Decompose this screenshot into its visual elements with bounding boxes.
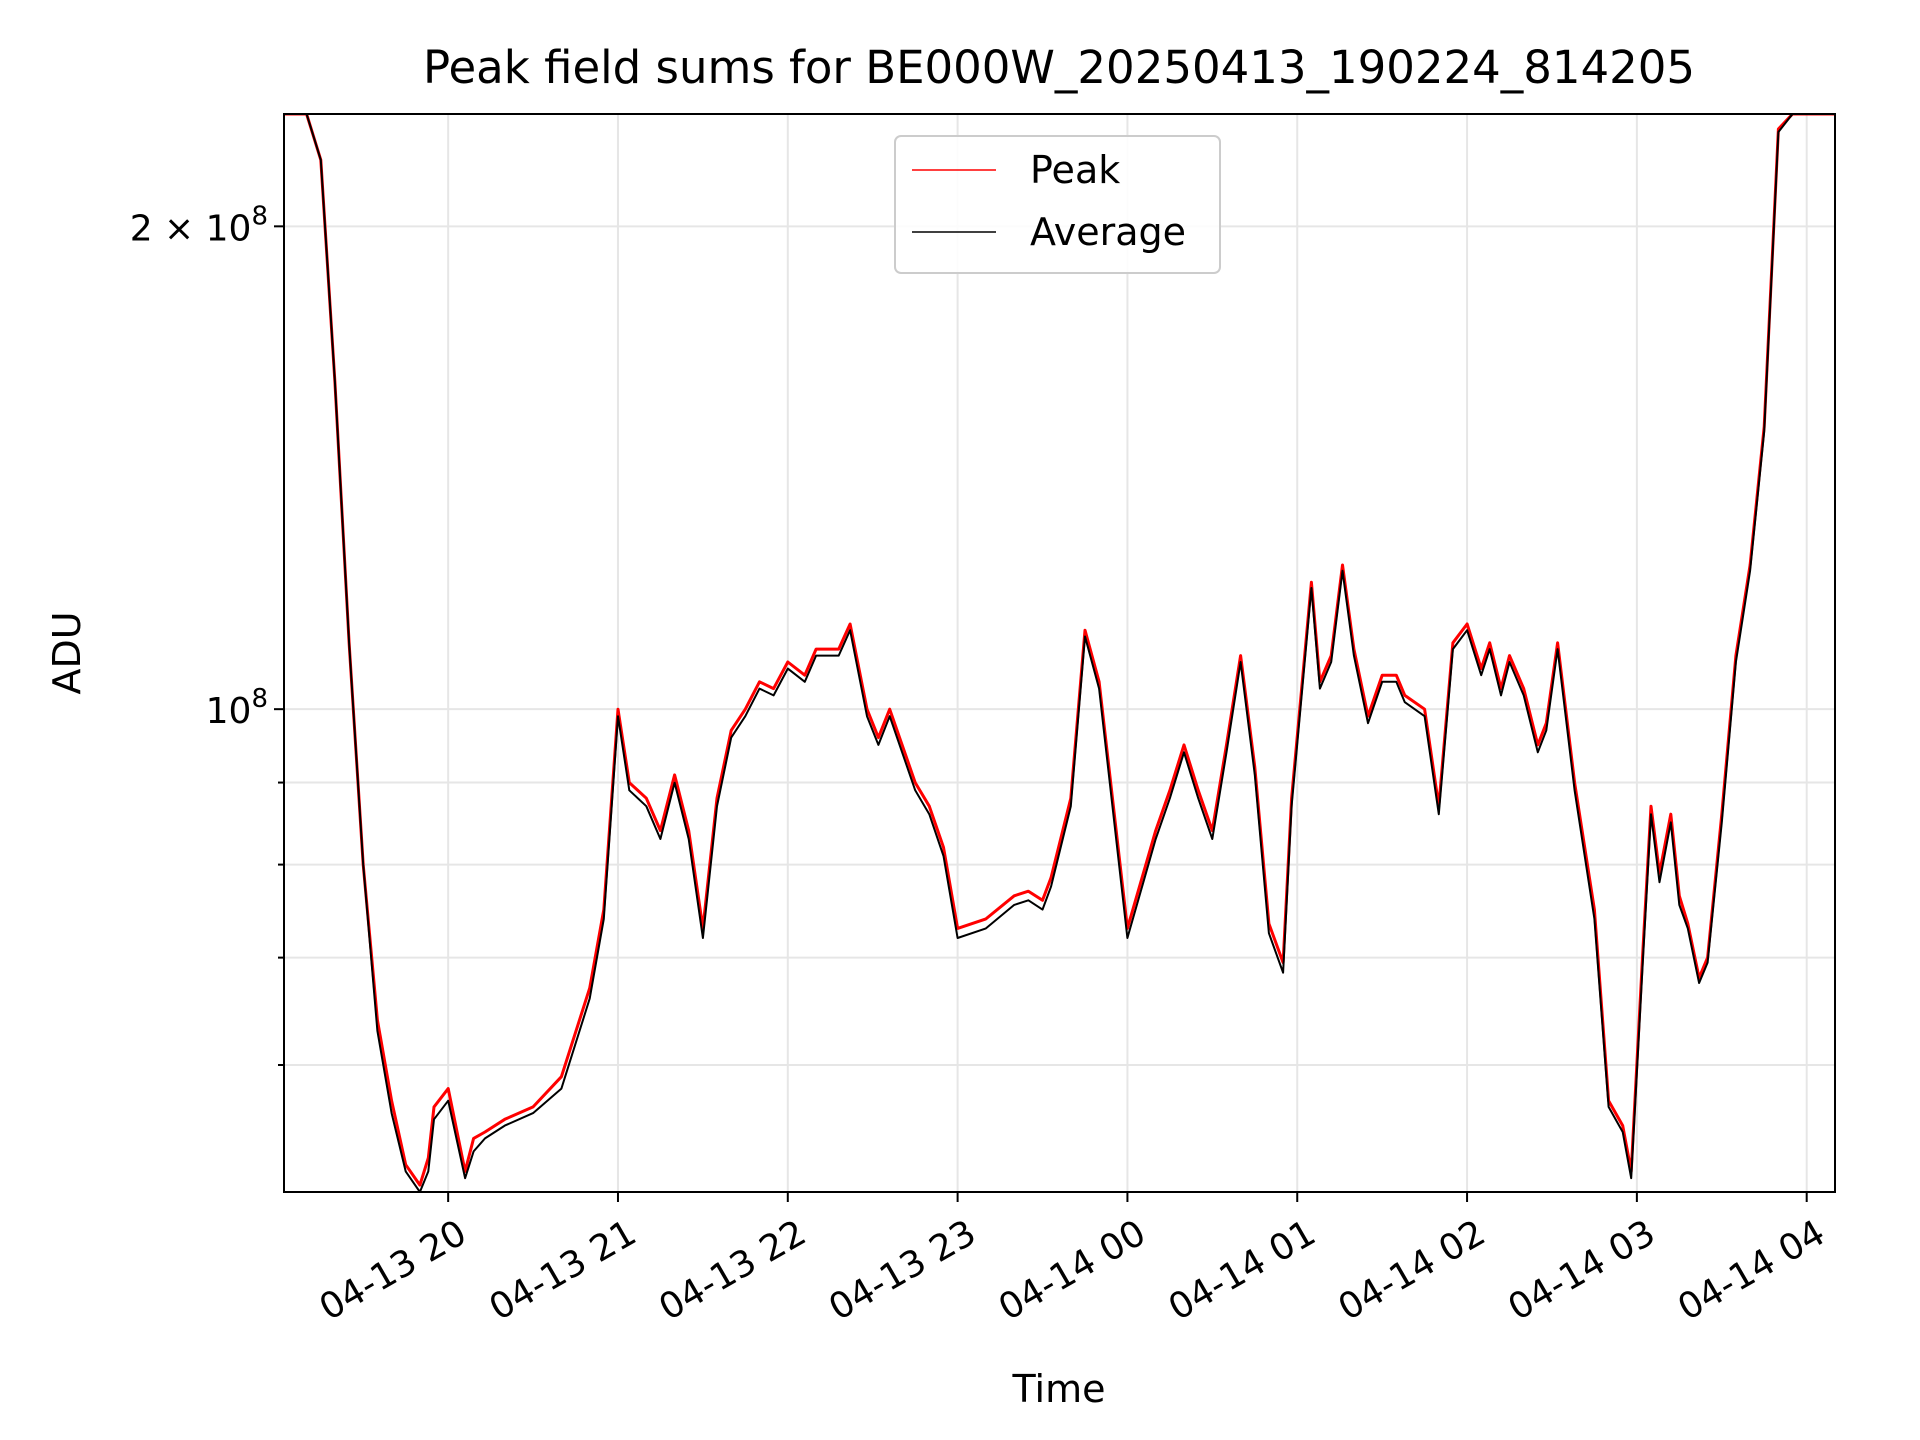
x-tick-label: 04-14 04 <box>1671 1212 1832 1328</box>
y-tick-label-base: 2 × 10 <box>130 208 252 249</box>
x-axis-label: Time <box>1012 1367 1106 1411</box>
plot-frame <box>283 113 1836 1193</box>
x-tick-label: 04-14 03 <box>1502 1212 1663 1328</box>
series-line-average <box>284 114 1835 1192</box>
x-tick-label: 04-13 22 <box>652 1212 813 1328</box>
x-tick-label: 04-14 02 <box>1332 1212 1493 1328</box>
x-axis-ticks: 04-13 20 04-13 21 04-13 22 04-13 23 04-14 00… <box>313 1192 1832 1329</box>
y-axis-label: ADU <box>45 611 89 694</box>
series-lines <box>284 114 1835 1192</box>
y-tick-label: 108 <box>206 684 268 732</box>
x-tick-label: 04-14 00 <box>992 1212 1153 1328</box>
y-tick-label: 2 × 108 <box>130 201 268 249</box>
x-tick-label: 04-13 21 <box>483 1212 644 1328</box>
y-tick-label-exponent: 8 <box>251 684 268 714</box>
y-tick-label-exponent: 8 <box>251 201 268 231</box>
legend-label-average: Average <box>1030 210 1186 254</box>
x-tick-label: 04-13 20 <box>313 1212 474 1328</box>
y-tick-label-base: 10 <box>206 691 252 732</box>
chart-title: Peak field sums for BE000W_20250413_1902… <box>423 41 1695 94</box>
series-line-peak <box>284 114 1835 1187</box>
x-tick-label: 04-13 23 <box>822 1212 983 1328</box>
legend-label-peak: Peak <box>1030 148 1120 192</box>
legend: Peak Average <box>894 135 1221 274</box>
x-tick-label: 04-14 01 <box>1162 1212 1323 1328</box>
